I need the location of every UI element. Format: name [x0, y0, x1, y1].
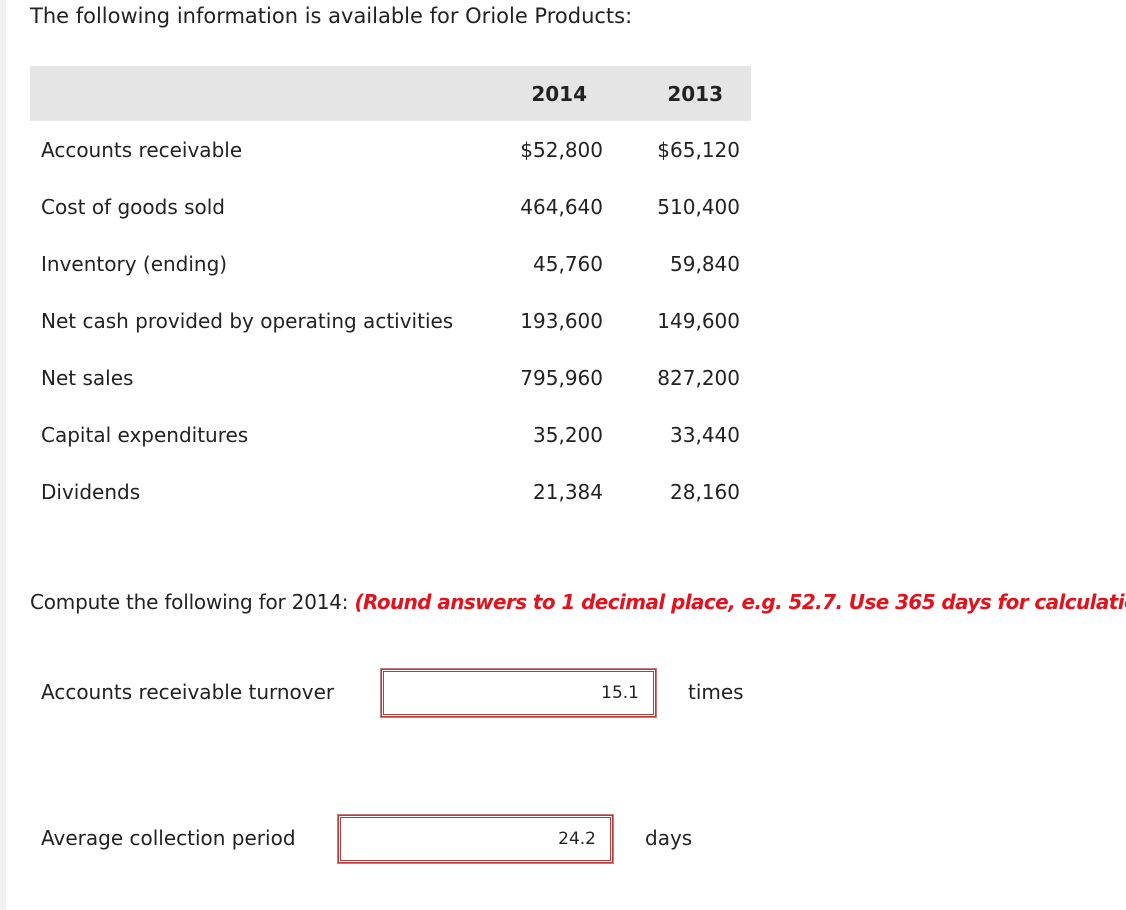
value-2014: 35,200: [533, 423, 603, 447]
value-2013: 510,400: [657, 195, 740, 219]
row-label-cost-of-goods-sold: Cost of goods sold: [41, 195, 226, 219]
value-2014: 795,960: [520, 366, 603, 390]
question-label-ar-turnover: Accounts receivable turnover: [41, 680, 335, 704]
table-row: Dividends 21,384 28,160: [30, 464, 751, 521]
row-label-accounts-receivable: Accounts receivable: [41, 138, 243, 162]
row-label-net-sales: Net sales: [41, 366, 134, 390]
value-2013: $65,120: [657, 138, 740, 162]
collection-period-input[interactable]: 24.2: [337, 814, 614, 864]
table-row: Capital expenditures 35,200 33,440: [30, 407, 751, 464]
row-label-capital-expenditures: Capital expenditures: [41, 423, 249, 447]
table-row: Cost of goods sold 464,640 510,400: [30, 179, 751, 236]
value-2013: 28,160: [670, 480, 740, 504]
row-label-net-cash-operating: Net cash provided by operating activitie…: [41, 309, 454, 333]
table-row: Net sales 795,960 827,200: [30, 350, 751, 407]
value-2014: $52,800: [520, 138, 603, 162]
left-margin-rule: [0, 0, 6, 910]
question-label-collection-period: Average collection period: [41, 826, 296, 850]
unit-times: times: [688, 680, 744, 704]
table-row: Inventory (ending) 45,760 59,840: [30, 236, 751, 293]
column-header-2014: 2014: [531, 82, 587, 106]
ar-turnover-input[interactable]: 15.1: [380, 668, 657, 718]
value-2014: 45,760: [533, 252, 603, 276]
rounding-note: (Round answers to 1 decimal place, e.g. …: [354, 590, 1126, 614]
instruction-text: Compute the following for 2014: (Round a…: [30, 590, 1126, 614]
table-header: 2014 2013: [30, 66, 751, 121]
value-2013: 149,600: [657, 309, 740, 333]
value-2013: 827,200: [657, 366, 740, 390]
value-2013: 59,840: [670, 252, 740, 276]
row-label-dividends: Dividends: [41, 480, 141, 504]
table-row: Accounts receivable $52,800 $65,120: [30, 122, 751, 179]
row-label-inventory: Inventory (ending): [41, 252, 228, 276]
instruction-lead: Compute the following for 2014:: [30, 590, 355, 614]
value-2014: 21,384: [533, 480, 603, 504]
value-2013: 33,440: [670, 423, 740, 447]
value-2014: 464,640: [520, 195, 603, 219]
unit-days: days: [645, 826, 693, 850]
intro-text: The following information is available f…: [30, 4, 633, 28]
column-header-2013: 2013: [667, 82, 723, 106]
value-2014: 193,600: [520, 309, 603, 333]
table-row: Net cash provided by operating activitie…: [30, 293, 751, 350]
